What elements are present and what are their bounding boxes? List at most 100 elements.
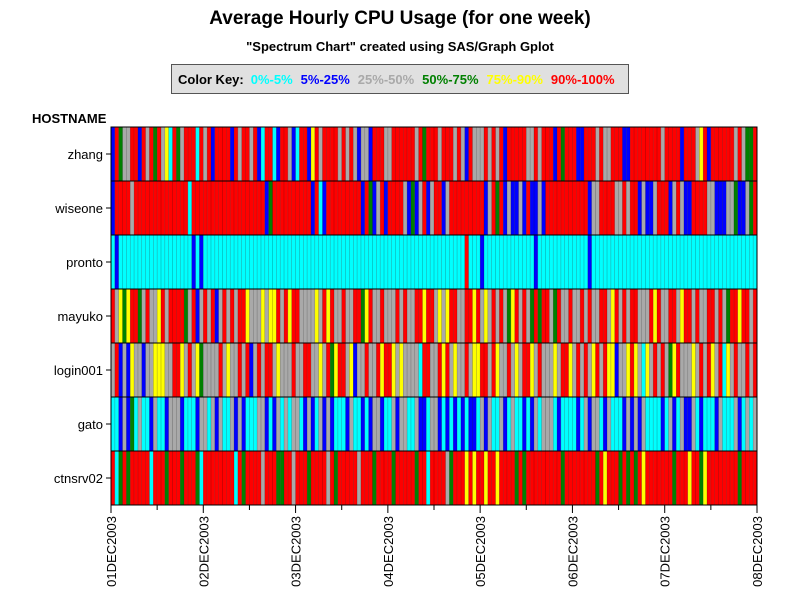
hour-cell — [210, 343, 215, 397]
hour-cell — [614, 397, 619, 451]
hour-cell — [614, 181, 619, 235]
hour-cell — [403, 343, 408, 397]
hour-cell — [680, 127, 684, 181]
hour-cell — [114, 397, 119, 451]
hour-cell — [237, 289, 242, 343]
hour-cell — [695, 451, 700, 505]
hour-cell — [326, 397, 331, 451]
hour-cell — [384, 127, 388, 181]
hour-cell — [483, 451, 488, 505]
hour-cell — [641, 235, 646, 289]
hour-cell — [441, 127, 446, 181]
hour-cell — [660, 397, 665, 451]
hour-cell — [349, 397, 354, 451]
hour-cell — [607, 343, 611, 397]
hour-cell — [510, 343, 515, 397]
hour-cell — [111, 451, 115, 505]
hour-cell — [245, 451, 250, 505]
hour-cell — [310, 235, 315, 289]
hour-cell — [741, 127, 746, 181]
hour-cell — [380, 397, 385, 451]
hour-cell — [472, 289, 477, 343]
hour-cell — [464, 235, 469, 289]
hour-cell — [537, 451, 542, 505]
hour-cell — [149, 343, 154, 397]
hour-cell — [499, 127, 504, 181]
hour-cell — [257, 343, 261, 397]
hour-cell — [253, 181, 258, 235]
hour-cell — [722, 289, 727, 343]
hour-cell — [260, 127, 265, 181]
hour-cell — [322, 289, 327, 343]
hour-cell — [480, 289, 484, 343]
hour-cell — [430, 289, 434, 343]
hour-cell — [164, 343, 169, 397]
hour-cell — [507, 235, 511, 289]
hour-cell — [464, 181, 469, 235]
hour-cell — [372, 235, 377, 289]
hour-cell — [126, 343, 131, 397]
hour-cell — [241, 127, 246, 181]
hour-cell — [284, 289, 288, 343]
hour-cell — [445, 181, 450, 235]
hour-cell — [691, 397, 696, 451]
hour-cell — [545, 127, 550, 181]
legend-item-90-100: 90%-100% — [550, 71, 615, 87]
hour-cell — [395, 397, 400, 451]
hour-cell — [391, 343, 396, 397]
hour-cell — [234, 397, 238, 451]
hour-cell — [384, 235, 388, 289]
hour-cell — [249, 397, 254, 451]
hour-cell — [349, 235, 354, 289]
hour-cell — [733, 289, 738, 343]
hour-cell — [668, 235, 673, 289]
hour-cell — [472, 235, 477, 289]
hour-cell — [360, 235, 365, 289]
hour-cell — [318, 343, 323, 397]
hour-cell — [691, 451, 696, 505]
hour-cell — [668, 289, 673, 343]
hour-cell — [576, 289, 581, 343]
hour-cell — [299, 235, 304, 289]
hour-cell — [330, 235, 335, 289]
hour-cell — [276, 397, 281, 451]
hour-cell — [114, 289, 119, 343]
hour-cell — [241, 451, 246, 505]
hour-cell — [691, 289, 696, 343]
hour-cell — [572, 451, 577, 505]
hour-cell — [464, 451, 469, 505]
hour-cell — [687, 127, 692, 181]
hour-cell — [726, 181, 731, 235]
hour-cell — [299, 289, 304, 343]
hour-cell — [191, 235, 196, 289]
hour-cell — [272, 181, 277, 235]
hour-cell — [314, 181, 319, 235]
hour-cell — [111, 343, 115, 397]
hour-cell — [622, 289, 627, 343]
hour-cell — [707, 451, 711, 505]
hour-cell — [391, 235, 396, 289]
hour-cell — [134, 397, 138, 451]
hour-cell — [122, 451, 127, 505]
hour-cell — [384, 181, 388, 235]
hour-cell — [222, 127, 227, 181]
hour-cell — [695, 127, 700, 181]
hour-cell — [111, 127, 115, 181]
hour-cell — [707, 289, 711, 343]
hour-cell — [703, 127, 708, 181]
hour-cell — [672, 235, 677, 289]
hour-cell — [518, 451, 523, 505]
hour-cell — [387, 451, 392, 505]
hour-cell — [307, 181, 311, 235]
hour-cell — [291, 343, 296, 397]
hour-cell — [676, 127, 681, 181]
hour-cell — [622, 397, 627, 451]
hour-cell — [245, 127, 250, 181]
hour-cell — [168, 451, 173, 505]
hour-cell — [607, 397, 611, 451]
hour-cell — [145, 235, 150, 289]
hour-cell — [510, 451, 515, 505]
hour-cell — [422, 343, 427, 397]
hour-cell — [172, 289, 177, 343]
hour-cell — [753, 235, 757, 289]
